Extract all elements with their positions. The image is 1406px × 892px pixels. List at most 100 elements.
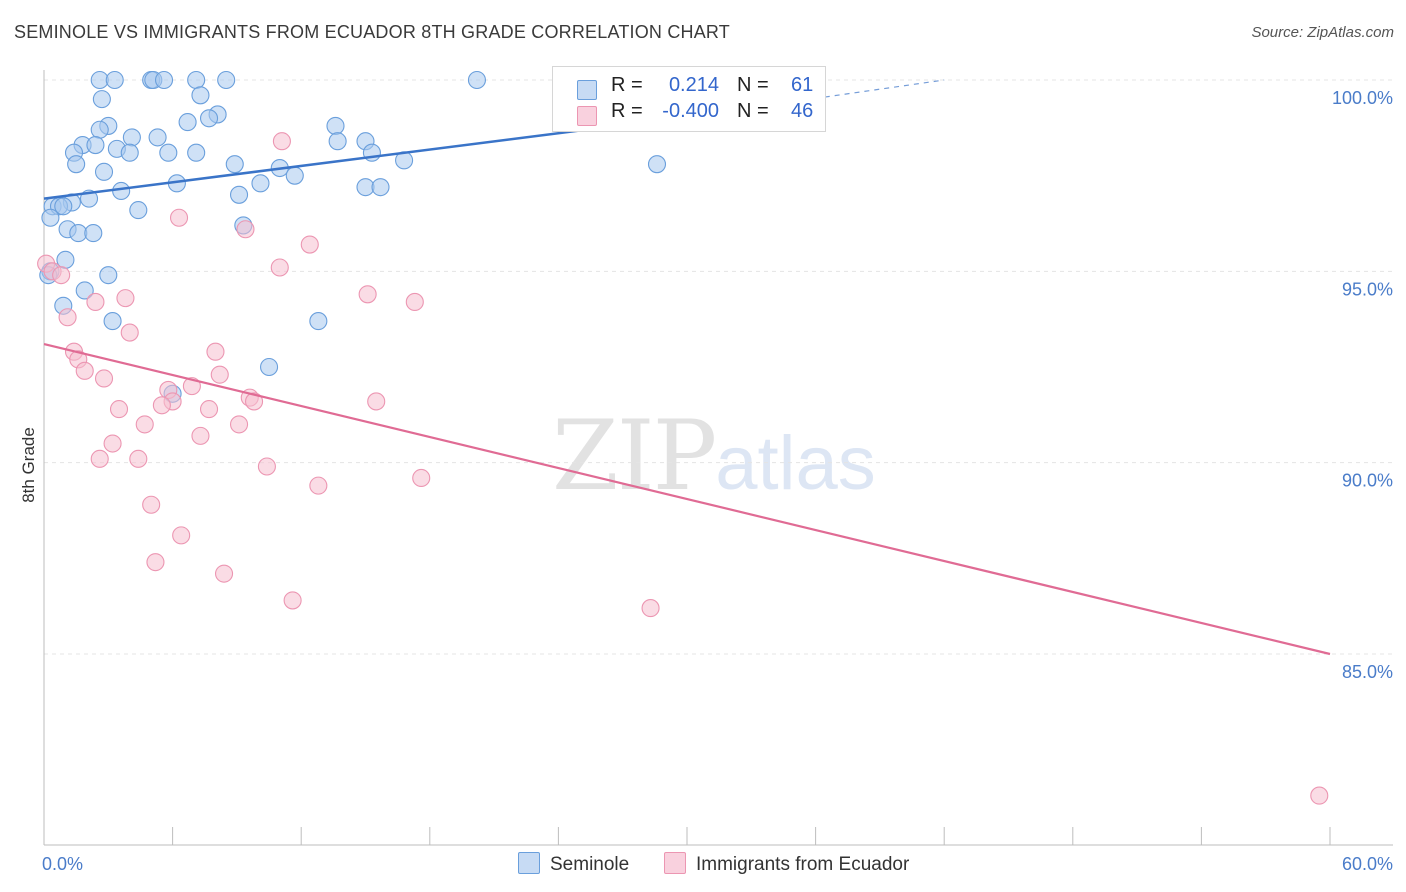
data-point [142,495,161,514]
ecuador-trend-line [43,342,1331,656]
axes [43,70,1393,846]
data-point [90,70,109,90]
data-point [225,155,244,174]
bottom-legend-swatch-ecuador [664,852,686,874]
data-point [251,174,270,193]
bottom-legend-ecuador: Immigrants from Ecuador [664,852,909,876]
tick-labels: 100.0% 95.0% 90.0% 85.0% 0.0% 60.0% [42,88,1393,874]
ecuador-points [37,132,1329,805]
data-point [467,70,487,90]
data-point [214,564,234,583]
data-point [191,426,210,445]
data-point [41,208,60,227]
data-point [103,312,122,331]
data-point [647,155,667,174]
data-point [326,116,345,135]
data-point [84,224,103,243]
data-point [270,258,289,277]
data-point [328,132,347,151]
stats-legend: R = 0.214 N = 61 R = -0.400 N = 46 [552,66,826,132]
y-tick-label: 100.0% [1332,88,1393,108]
data-point [152,396,171,415]
data-point [154,70,174,90]
y-tick-label: 90.0% [1342,471,1393,491]
legend-n-label: N = [737,100,769,122]
data-point [367,392,386,411]
data-point [122,128,141,147]
data-point [187,143,206,162]
bottom-legend-seminole: Seminole [518,852,629,876]
data-point [90,120,109,139]
data-point [309,312,328,331]
data-point [146,553,165,572]
data-point [641,599,660,618]
data-point [182,377,201,396]
watermark-zip: ZIP [552,400,717,512]
y-axis-label: 8th Grade [19,427,38,503]
data-point [90,449,109,468]
x-tick-label: 0.0% [42,854,83,874]
data-point [283,591,302,610]
data-point [92,90,111,109]
data-point [86,292,105,311]
data-point [52,266,71,285]
data-point [206,342,225,361]
grid-lines [44,79,1393,655]
legend-swatch-ecuador [577,106,597,126]
data-point [69,224,88,243]
legend-n-value: 46 [791,100,814,122]
data-point [94,162,114,181]
bottom-legend-label-ecuador: Immigrants from Ecuador [696,854,910,875]
data-point [259,357,279,377]
data-point [109,400,129,419]
data-point [116,289,135,308]
data-point [199,109,219,128]
watermark-atlas: atlas [715,421,876,506]
data-point [58,308,77,327]
data-point [86,136,105,155]
data-point [159,143,178,162]
data-point [148,128,167,147]
data-point [129,449,148,468]
chart-title: SEMINOLE VS IMMIGRANTS FROM ECUADOR 8TH … [14,22,731,42]
data-point [187,70,206,90]
y-tick-label: 85.0% [1342,662,1393,682]
data-point [358,285,377,304]
data-point [199,400,219,419]
data-point [112,181,131,201]
bottom-legend-swatch-seminole [518,852,540,874]
data-point [285,166,304,185]
legend-row-ecuador: R = -0.400 N = 46 [553,100,825,128]
data-point [272,132,291,151]
data-point [169,208,189,227]
data-point [129,201,148,220]
x-tick-label: 60.0% [1342,854,1393,874]
data-point [300,235,319,254]
data-point [120,323,139,342]
data-point [120,143,139,162]
legend-r-value: -0.400 [662,100,719,122]
source-label: Source: ZipAtlas.com [1251,24,1394,41]
legend-r-value: 0.214 [668,74,719,96]
data-point [103,434,122,453]
data-point [257,457,276,476]
data-point [1310,786,1329,805]
data-point [135,415,154,434]
y-tick-label: 95.0% [1342,279,1393,299]
data-point [412,468,431,488]
data-point [229,415,249,434]
data-point [94,369,114,388]
data-point [244,392,264,411]
data-point [99,266,118,285]
data-point [356,178,375,197]
data-point [178,113,197,132]
data-point [67,155,86,174]
watermark: ZIPatlas [552,400,876,512]
data-point [210,365,229,384]
bottom-legend-label-seminole: Seminole [550,854,630,875]
data-point [217,70,236,90]
data-point [229,185,249,204]
data-point [405,292,424,311]
data-point [75,281,94,300]
